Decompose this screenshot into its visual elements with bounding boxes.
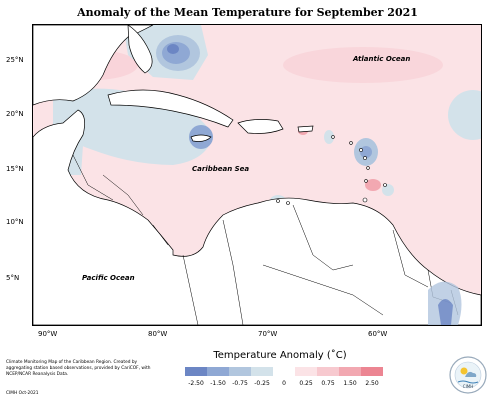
island [276,199,280,203]
warm-patch [283,47,443,83]
colorbar-tick-label: 0.25 [299,380,313,387]
credits-text: Climate Monitoring Map of the Caribbean … [6,360,151,377]
colorbar-segment [229,367,251,376]
central-south-america-land [33,109,481,325]
colorbar-segment [207,367,229,376]
map-panel[interactable] [32,24,482,326]
hispaniola-island [237,119,284,134]
colorbar-tick-label: -2.50 [188,380,204,387]
island [363,156,367,160]
colorbar-segment [185,367,207,376]
cool-anomaly-island [324,130,334,144]
map-title: Anomaly of the Mean Temperature for Sept… [77,6,418,19]
cuba-island [107,89,234,128]
island [366,166,370,170]
colorbar-segment [317,367,339,376]
lat-label-20n: 20°N [6,110,24,118]
island [364,179,368,183]
island [359,148,363,152]
lon-label-70w: 70°W [258,330,278,338]
colorbar-tick-label: 0 [282,380,286,387]
warm-patch [365,179,381,191]
lat-label-10n: 10°N [6,218,24,226]
caribbean-sea-label: Caribbean Sea [192,165,250,173]
puerto-rico-island [297,125,314,133]
lon-label-90w: 90°W [38,330,58,338]
pacific-ocean-label: Pacific Ocean [82,274,135,282]
cool-anomaly-atlantic [448,90,481,140]
lat-label-25n: 25°N [6,56,24,64]
colorbar-tick-label: 1.50 [343,380,357,387]
credits-short: CIMH Oct-2021 [6,391,39,396]
colorbar-tick-label: -0.75 [232,380,248,387]
island [349,141,353,145]
legend-title: Temperature Anomaly (˚C) [213,350,347,361]
cool-anomaly-guiana-core [438,299,453,325]
jamaica-island [190,134,212,142]
colorbar-tick-label: -1.50 [210,380,226,387]
island [383,183,387,187]
cimh-logo-icon: CIMH [448,355,488,395]
island [331,135,335,139]
svg-text:CIMH: CIMH [463,384,473,389]
map-svg [33,25,481,325]
lat-label-15n: 15°N [6,165,24,173]
cool-anomaly-antilles-core [360,146,372,158]
colorbar [185,367,383,376]
island [286,201,290,205]
colorbar-segment [295,367,317,376]
florida-land [127,25,153,74]
lon-label-80w: 80°W [148,330,168,338]
colorbar-tick-label: -0.25 [254,380,270,387]
colorbar-tick-label: 0.75 [321,380,335,387]
cool-anomaly-core [167,44,179,54]
lon-label-60w: 60°W [368,330,388,338]
colorbar-segment [251,367,273,376]
atlantic-ocean-label: Atlantic Ocean [353,55,411,63]
colorbar-tick-label: 2.50 [365,380,379,387]
island [362,197,368,203]
colorbar-segment [361,367,383,376]
cool-anomaly-island [382,184,394,196]
colorbar-segment [339,367,361,376]
colorbar-segment [273,367,295,376]
lat-label-5n: 5°N [6,274,20,282]
